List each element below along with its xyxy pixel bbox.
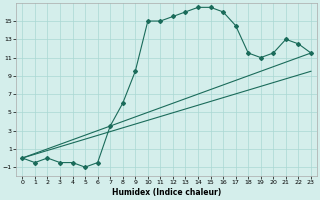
X-axis label: Humidex (Indice chaleur): Humidex (Indice chaleur) [112, 188, 221, 197]
